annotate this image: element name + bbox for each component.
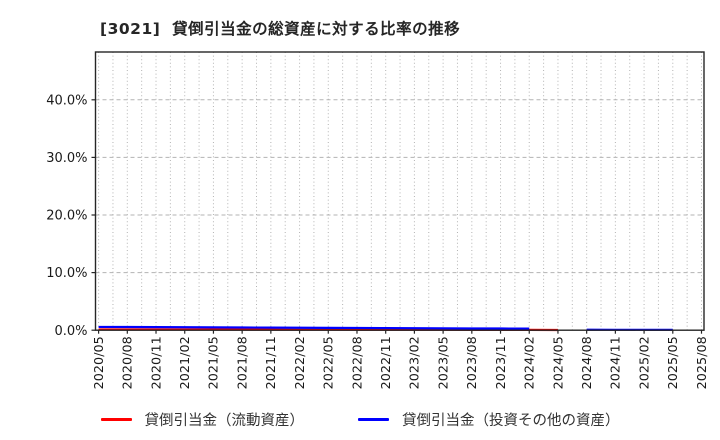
- x-tick-label: 2022/05: [322, 336, 337, 389]
- legend-item-investments: 貸倒引当金（投資その他の資産）: [358, 409, 620, 430]
- x-tick-label: 2024/05: [551, 336, 566, 389]
- x-tick-label: 2021/11: [264, 336, 279, 389]
- legend-swatch-red-line: [100, 418, 132, 421]
- x-tick-label: 2025/05: [666, 336, 681, 389]
- x-tick-label: 2020/05: [92, 336, 107, 389]
- x-tick-label: 2022/08: [350, 336, 365, 389]
- x-tick-label: 2025/08: [695, 336, 710, 389]
- legend-item-current-assets: 貸倒引当金（流動資産）: [100, 409, 305, 430]
- x-tick-label: 2021/08: [235, 336, 250, 389]
- x-tick-label: 2022/11: [379, 336, 394, 389]
- legend: 貸倒引当金（流動資産） 貸倒引当金（投資その他の資産）: [0, 409, 720, 430]
- y-tick-label: 30.0%: [46, 151, 87, 166]
- x-tick-label: 2021/05: [207, 336, 222, 389]
- y-tick-label: 0.0%: [54, 324, 87, 339]
- x-tick-label: 2024/08: [580, 336, 595, 389]
- x-tick-label: 2022/02: [293, 336, 308, 389]
- series-line: [98, 325, 530, 330]
- x-tick-label: 2024/11: [609, 336, 624, 389]
- x-tick-label: 2020/08: [121, 336, 136, 389]
- y-tick-label: 20.0%: [46, 209, 87, 224]
- legend-swatch-blue-line: [358, 418, 389, 421]
- x-tick-label: 2023/05: [436, 336, 451, 389]
- plot-frame: [94, 51, 705, 331]
- y-tick-label: 40.0%: [46, 93, 87, 108]
- legend-label: 貸倒引当金（流動資産）: [144, 413, 305, 429]
- x-tick-label: 2020/11: [149, 336, 164, 389]
- x-tick-label: 2024/02: [523, 336, 538, 389]
- x-tick-label: 2023/08: [465, 336, 480, 389]
- x-tick-label: 2021/02: [178, 336, 193, 389]
- legend-label: 貸倒引当金（投資その他の資産）: [402, 413, 620, 429]
- chart-title: [3021] 貸倒引当金の総資産に対する比率の推移: [100, 20, 461, 38]
- x-tick-label: 2023/02: [408, 336, 423, 389]
- x-tick-label: 2025/02: [637, 336, 652, 389]
- x-tick-label: 2023/11: [494, 336, 509, 389]
- y-tick-label: 10.0%: [46, 266, 87, 281]
